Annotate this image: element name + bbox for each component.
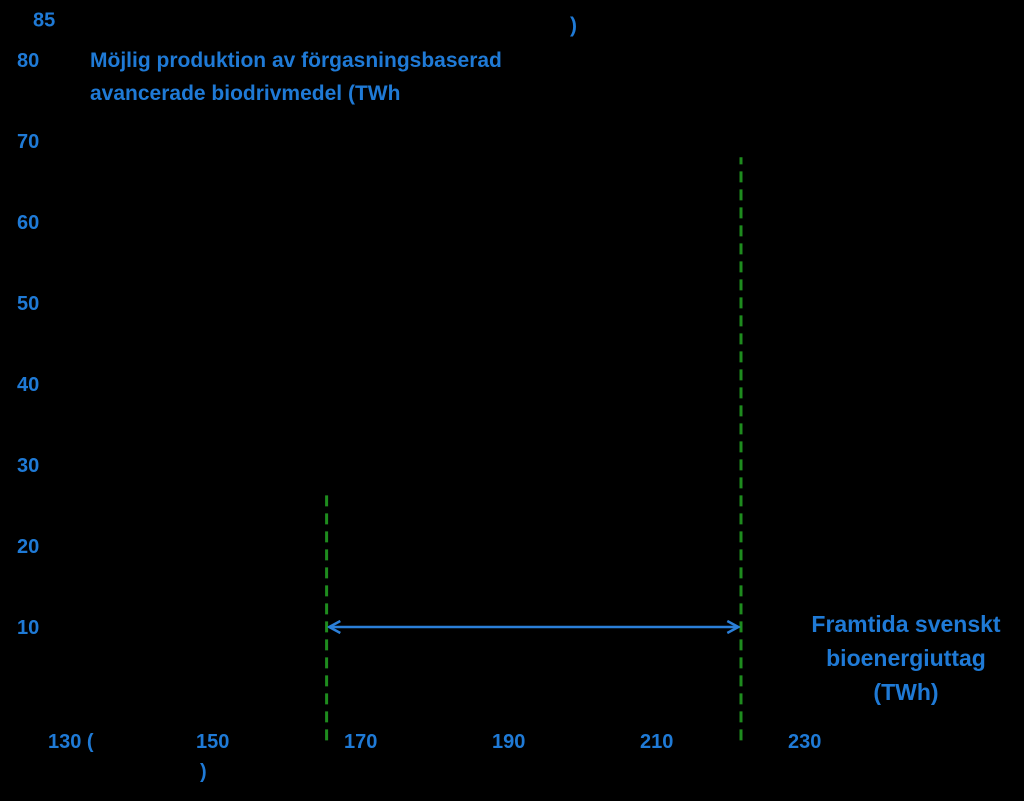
- y-tick-label: 20: [17, 536, 39, 558]
- y-tick-label: 60: [17, 212, 39, 234]
- y-tick-label: 85: [33, 10, 55, 32]
- x-tick-label: 230: [788, 731, 821, 753]
- series-lines: [325, 157, 743, 741]
- y-axis-ticks: 85 80 70 60 50 40 30 20 10: [17, 10, 55, 640]
- x-tick-label: 210: [640, 731, 673, 753]
- x-axis-ticks: 130 ( 150 170 190 210 230: [48, 731, 821, 753]
- y-tick-label: 30: [17, 455, 39, 477]
- y-axis-title-closing-paren: ): [570, 14, 577, 37]
- x-axis-title-line-2: bioenergiuttag: [826, 645, 986, 671]
- y-axis-title-line-1: Möjlig produktion av förgasningsbaserad: [90, 49, 502, 72]
- y-tick-label: 70: [17, 131, 39, 153]
- x-tick-stray-paren: ): [200, 761, 207, 783]
- y-axis-title-line-2: avancerade biodrivmedel (TWh: [90, 82, 400, 105]
- y-tick-label: 10: [17, 617, 39, 639]
- y-tick-label: 50: [17, 293, 39, 315]
- y-tick-label: 80: [17, 50, 39, 72]
- x-tick-label: 190: [492, 731, 525, 753]
- x-axis-title-line-1: Framtida svenskt: [811, 611, 1001, 637]
- x-tick-label: 130 (: [48, 731, 94, 753]
- y-tick-label: 40: [17, 374, 39, 396]
- x-axis-title-line-3: (TWh): [873, 679, 938, 705]
- x-tick-label: 170: [344, 731, 377, 753]
- x-tick-label: 150: [196, 731, 229, 753]
